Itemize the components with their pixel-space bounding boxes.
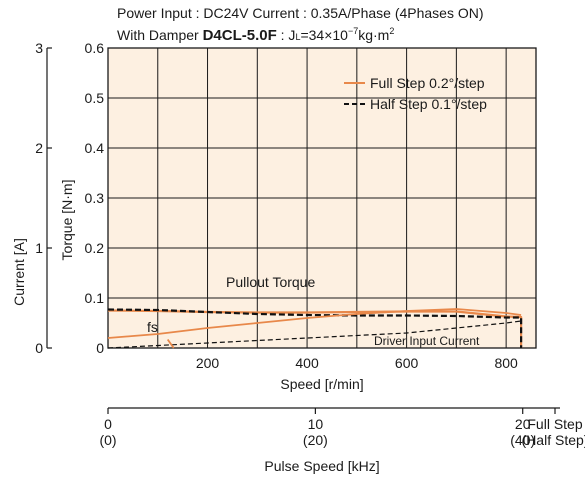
header-damper-model: D4CL-5.0F <box>203 27 277 44</box>
header-line-2: With Damper D4CL-5.0F : JL=34×10−7kg·m2 <box>117 26 394 44</box>
current-tick-label: 0 <box>35 340 43 356</box>
series-full-step-current <box>107 308 522 339</box>
torque-tick-label: 0.5 <box>85 90 105 106</box>
header-inertia-exponent: −7 <box>348 26 358 36</box>
fs-label: fs <box>147 319 158 335</box>
pulse-tick-label-bottom: (40) <box>510 432 535 448</box>
series-fs-marker <box>166 338 175 349</box>
header-damper-prefix: With Damper <box>117 27 203 43</box>
speed-tick-label: 200 <box>196 355 220 371</box>
current-axis-label: Current [A] <box>11 238 27 306</box>
legend-label-half-step: Half Step 0.1°/step <box>370 96 487 112</box>
pulse-tick-label-bottom: (20) <box>303 432 328 448</box>
pulse-axis-label: Pulse Speed [kHz] <box>264 458 379 474</box>
pulse-tick-label-top: 0 <box>104 416 112 432</box>
series-half-step <box>107 308 523 348</box>
header-inertia-value: =34×10 <box>300 27 348 43</box>
pulse-tick-label-top: 10 <box>308 416 324 432</box>
series-layer <box>107 308 523 349</box>
header-inertia-unit: kg·m <box>358 27 389 43</box>
pulse-tick-label-top: Full Step <box>527 416 582 432</box>
header-inertia-symbol: : J <box>277 27 296 43</box>
speed-tick-label: 800 <box>494 355 518 371</box>
speed-tick-label: 600 <box>395 355 419 371</box>
current-tick-label: 1 <box>35 240 43 256</box>
torque-tick-label: 0.3 <box>85 190 105 206</box>
current-tick-label: 3 <box>35 40 43 56</box>
speed-tick-label: 400 <box>295 355 319 371</box>
legend: Full Step 0.2°/step Half Step 0.1°/step <box>344 75 487 112</box>
torque-tick-label: 0 <box>96 340 104 356</box>
torque-axis-label: Torque [N·m] <box>59 180 75 261</box>
legend-label-full-step: Full Step 0.2°/step <box>370 75 485 91</box>
torque-tick-label: 0.6 <box>85 40 105 56</box>
driver-current-label: Driver Input Current <box>374 334 480 348</box>
torque-tick-label: 0.2 <box>85 240 105 256</box>
pulse-tick-label-bottom: (Half Step) <box>522 432 585 448</box>
header-line-1: Power Input : DC24V Current : 0.35A/Phas… <box>117 5 484 21</box>
pulse-tick-label-top: 20 <box>515 416 531 432</box>
gridlines <box>108 48 536 348</box>
header-inertia-subscript: L <box>295 32 300 42</box>
pullout-torque-label: Pullout Torque <box>226 274 315 290</box>
series-half-step-current <box>107 320 522 349</box>
torque-tick-label: 0.1 <box>85 290 105 306</box>
header-inertia-unit-exponent: 2 <box>389 26 394 36</box>
torque-tick-label: 0.4 <box>85 140 105 156</box>
pulse-tick-label-bottom: (0) <box>99 432 116 448</box>
speed-axis-label: Speed [r/min] <box>280 376 363 392</box>
current-tick-label: 2 <box>35 140 43 156</box>
